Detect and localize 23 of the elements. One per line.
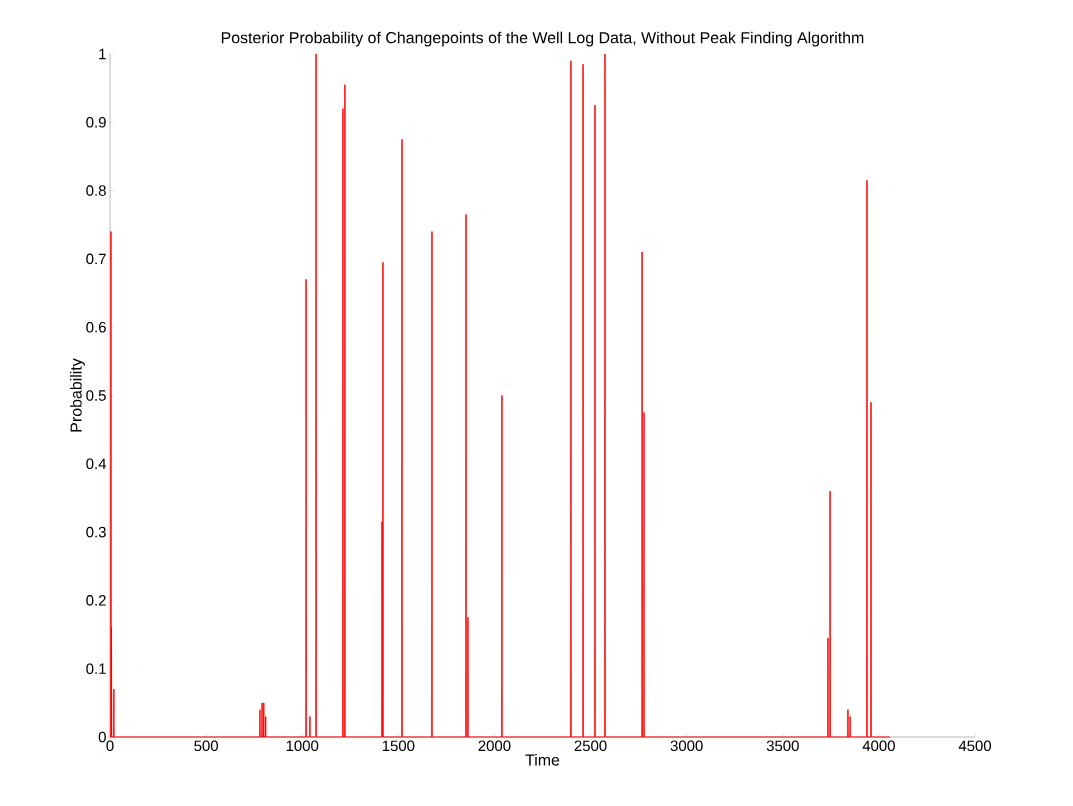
y-tick-label: 0.1 xyxy=(86,663,106,674)
x-tick-label: 2000 xyxy=(478,740,511,752)
y-tick-label: 0.7 xyxy=(86,253,106,265)
x-tick-label: 4000 xyxy=(862,740,895,752)
y-tick-label: 0.4 xyxy=(86,458,107,470)
x-tick-label: 4500 xyxy=(958,740,992,752)
x-tick-label: 1500 xyxy=(382,740,415,752)
y-tick-label: 0.3 xyxy=(86,526,106,538)
y-tick-label: 1 xyxy=(99,48,106,60)
chart-title: Posterior Probability of Changepoints of the Well Log Data, Without Peak Finding Algorithm xyxy=(221,31,864,47)
y-tick-label: 0.5 xyxy=(86,390,106,401)
x-tick-label: 500 xyxy=(194,740,218,752)
y-tick-label: 0.8 xyxy=(86,185,106,196)
x-axis-title: Time xyxy=(525,753,560,766)
x-tick-label: 3000 xyxy=(670,740,703,752)
x-tick-label: 1000 xyxy=(286,740,319,752)
y-tick-label: 0.6 xyxy=(86,321,106,333)
y-tick-label: 0.2 xyxy=(86,595,106,606)
y-axis-title: Probability xyxy=(70,358,85,432)
x-tick-label: 2500 xyxy=(574,740,607,752)
y-tick-label: 0.9 xyxy=(86,117,106,128)
y-tick-label: 0 xyxy=(98,731,106,743)
x-tick-label: 3500 xyxy=(766,740,799,752)
